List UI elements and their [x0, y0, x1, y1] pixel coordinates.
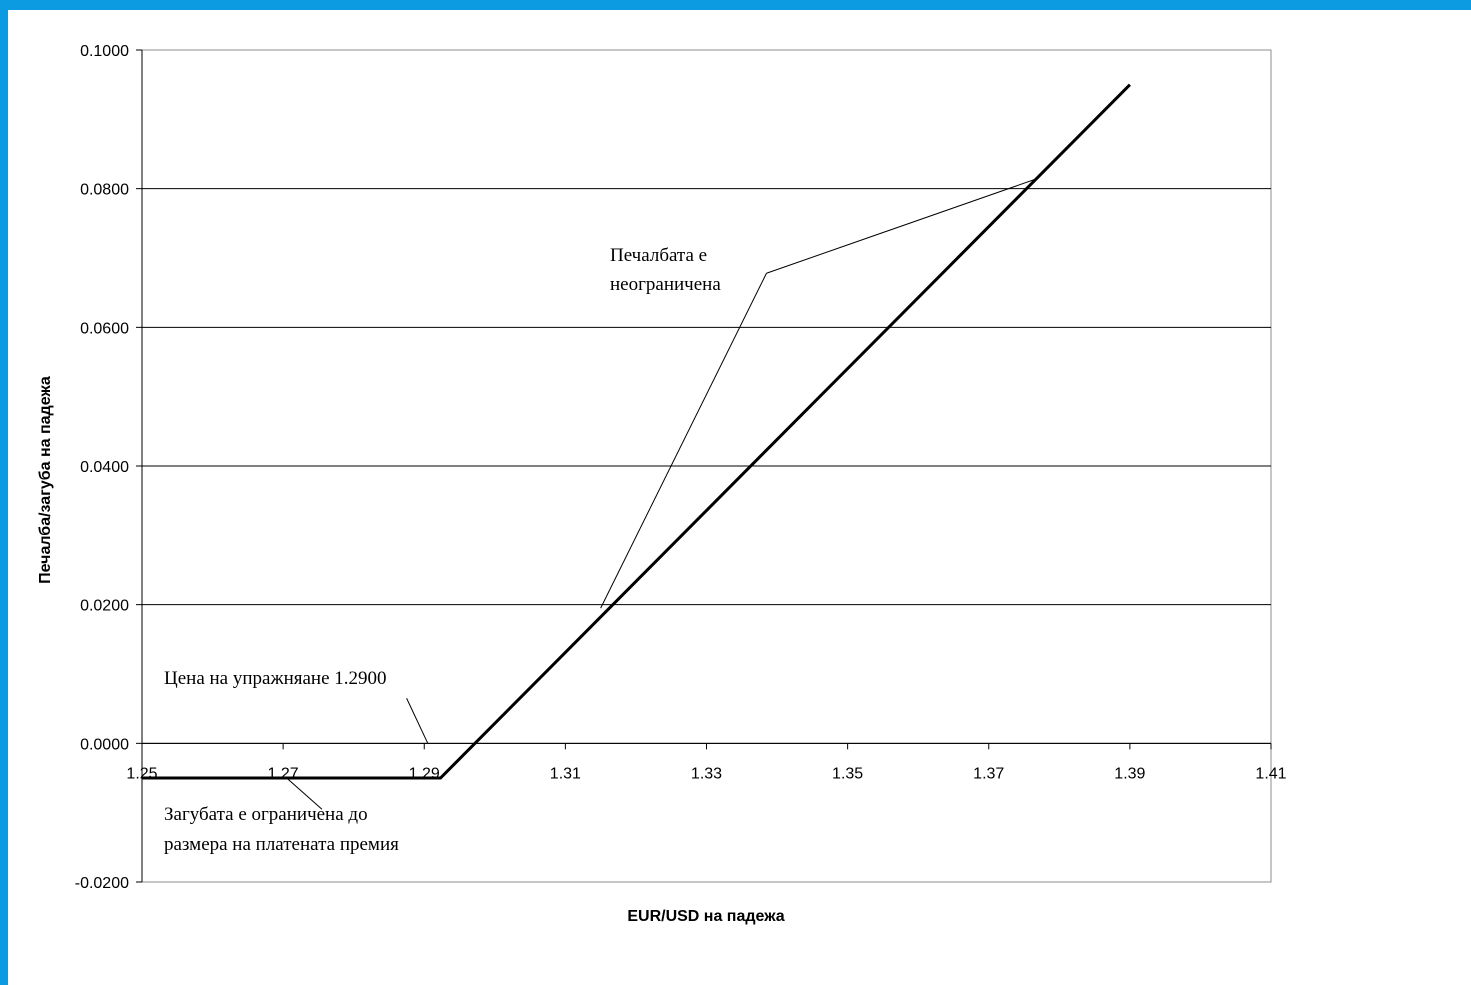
y-axis-title: Печалба/загуба на падежа — [37, 376, 54, 584]
y-tick-label: 0.0800 — [80, 182, 129, 199]
annotation-text: Загубата е ограничена до — [164, 804, 368, 825]
x-tick-label: 1.35 — [832, 765, 863, 782]
x-tick-label: 1.29 — [409, 765, 440, 782]
x-tick-label: 1.39 — [1114, 765, 1145, 782]
x-tick-label: 1.37 — [973, 765, 1004, 782]
y-tick-label: 0.0400 — [80, 459, 129, 476]
annotation-text: Цена на упражняане 1.2900 — [164, 668, 387, 689]
x-tick-label: 1.25 — [126, 765, 157, 782]
y-tick-label: 0.0600 — [80, 320, 129, 337]
annotation-leader-line — [766, 177, 1039, 274]
y-tick-label: -0.0200 — [75, 875, 129, 892]
chart-frame: -0.0200 0.0000 0.0200 0.0400 0.0600 0.0800 0.1… — [8, 10, 1471, 985]
x-tick-label: 1.31 — [550, 765, 581, 782]
x-tick-label: 1.27 — [268, 765, 299, 782]
payoff-line — [142, 83, 1131, 780]
x-tick-label: 1.33 — [691, 765, 722, 782]
annotation-text: Печалбата е — [610, 245, 707, 266]
annotation-leader-line — [406, 698, 429, 744]
x-tick-label: 1.41 — [1255, 765, 1286, 782]
annotation-text: размера на платената премия — [164, 834, 399, 855]
annotation-leader-line — [600, 273, 767, 609]
y-tick-label: 0.1000 — [80, 43, 129, 60]
chart: -0.0200 0.0000 0.0200 0.0400 0.0600 0.0800 0.1… — [37, 43, 1287, 925]
annotation-leader-line — [286, 777, 323, 810]
annotation-text: неограничена — [610, 274, 721, 295]
y-tick-label: 0.0000 — [80, 736, 129, 753]
x-axis-title: EUR/USD на падежа — [627, 908, 784, 925]
y-tick-label: 0.0200 — [80, 598, 129, 615]
